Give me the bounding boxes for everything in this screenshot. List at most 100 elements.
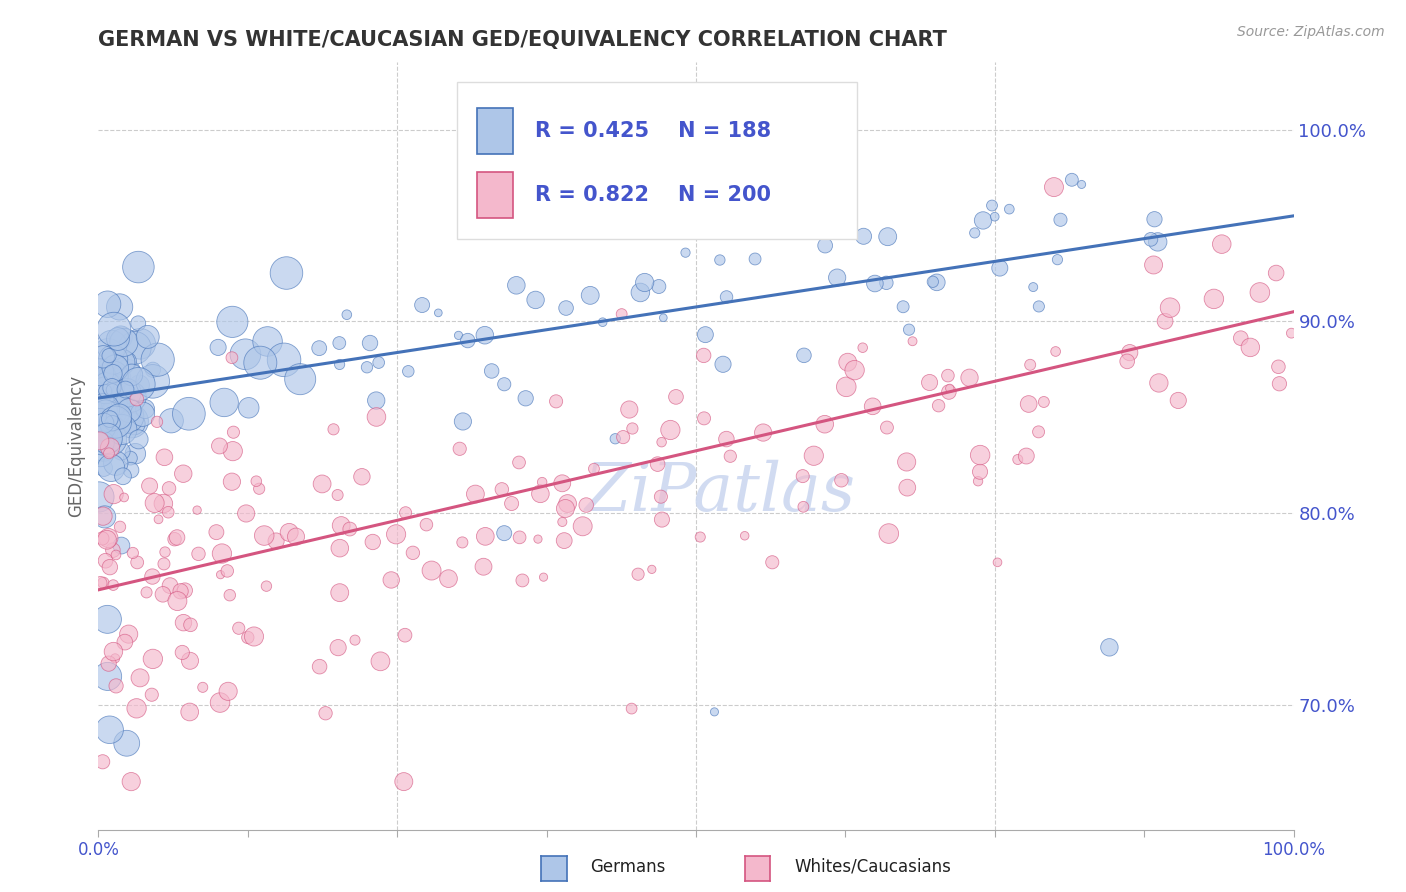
Point: [89, 576, 111, 591]
Point: [222, 444, 245, 458]
Point: [103, 368, 125, 383]
Point: [1028, 300, 1050, 314]
Point: [1032, 395, 1054, 409]
Point: [959, 370, 981, 384]
Point: [111, 469, 134, 483]
Point: [222, 425, 245, 440]
Point: [326, 640, 349, 655]
Point: [896, 455, 918, 469]
Point: [367, 355, 389, 369]
Point: [159, 579, 181, 593]
Point: [571, 519, 593, 533]
FancyBboxPatch shape: [457, 81, 858, 239]
Point: [1154, 314, 1177, 328]
Point: [100, 403, 122, 417]
Point: [551, 515, 574, 529]
Point: [153, 450, 176, 465]
Point: [94, 384, 117, 398]
Point: [474, 328, 496, 343]
Point: [160, 414, 183, 428]
Point: [546, 394, 568, 409]
Point: [665, 390, 688, 404]
Point: [243, 630, 266, 644]
Point: [928, 399, 950, 413]
Point: [134, 402, 156, 417]
Point: [110, 330, 132, 344]
Point: [217, 684, 239, 698]
Point: [100, 338, 122, 352]
Point: [761, 555, 783, 569]
Point: [792, 469, 814, 483]
Point: [986, 555, 1008, 569]
Point: [96, 362, 118, 376]
Point: [124, 447, 146, 461]
Point: [221, 351, 243, 365]
Point: [1147, 376, 1170, 390]
Point: [128, 433, 150, 447]
Point: [276, 266, 298, 280]
Point: [308, 659, 330, 673]
Point: [1022, 280, 1045, 294]
Point: [174, 583, 197, 598]
Point: [693, 411, 716, 425]
Point: [207, 340, 229, 354]
Point: [91, 509, 114, 524]
Point: [981, 198, 1004, 212]
Point: [793, 348, 815, 362]
Point: [172, 615, 194, 630]
Point: [326, 488, 349, 502]
Point: [94, 405, 117, 419]
Point: [273, 352, 295, 367]
Point: [529, 487, 551, 501]
Point: [527, 532, 550, 546]
Point: [1202, 292, 1225, 306]
Point: [396, 364, 419, 378]
Point: [152, 497, 174, 511]
Point: [187, 547, 209, 561]
Point: [447, 328, 470, 343]
Point: [627, 567, 650, 582]
Point: [695, 327, 717, 342]
Point: [217, 564, 239, 578]
Point: [186, 503, 208, 517]
Point: [551, 476, 574, 491]
Text: Source: ZipAtlas.com: Source: ZipAtlas.com: [1237, 25, 1385, 39]
Point: [689, 530, 711, 544]
Text: R = 0.822    N = 200: R = 0.822 N = 200: [534, 186, 770, 205]
Point: [366, 409, 388, 424]
Point: [236, 631, 259, 645]
Point: [620, 701, 643, 715]
Point: [641, 562, 664, 576]
Point: [852, 229, 875, 244]
Point: [1265, 266, 1288, 280]
Point: [876, 229, 898, 244]
Point: [115, 354, 138, 368]
Point: [97, 297, 120, 311]
Point: [97, 669, 120, 683]
Point: [93, 460, 115, 475]
Point: [157, 505, 180, 519]
Point: [94, 383, 117, 397]
Point: [98, 384, 121, 399]
Point: [744, 252, 766, 266]
Point: [110, 539, 132, 553]
Point: [329, 541, 352, 556]
Point: [157, 482, 180, 496]
Point: [1028, 425, 1050, 439]
Point: [1279, 326, 1302, 340]
Point: [179, 705, 201, 719]
Point: [98, 349, 121, 363]
Point: [101, 352, 124, 367]
Point: [146, 352, 169, 367]
Point: [105, 679, 128, 693]
Point: [191, 681, 214, 695]
Point: [179, 654, 201, 668]
Point: [862, 400, 884, 414]
Point: [177, 407, 200, 421]
Point: [972, 213, 994, 227]
Point: [648, 279, 671, 293]
Point: [111, 355, 134, 369]
Point: [328, 336, 350, 351]
Point: [311, 477, 333, 491]
Point: [96, 432, 118, 446]
